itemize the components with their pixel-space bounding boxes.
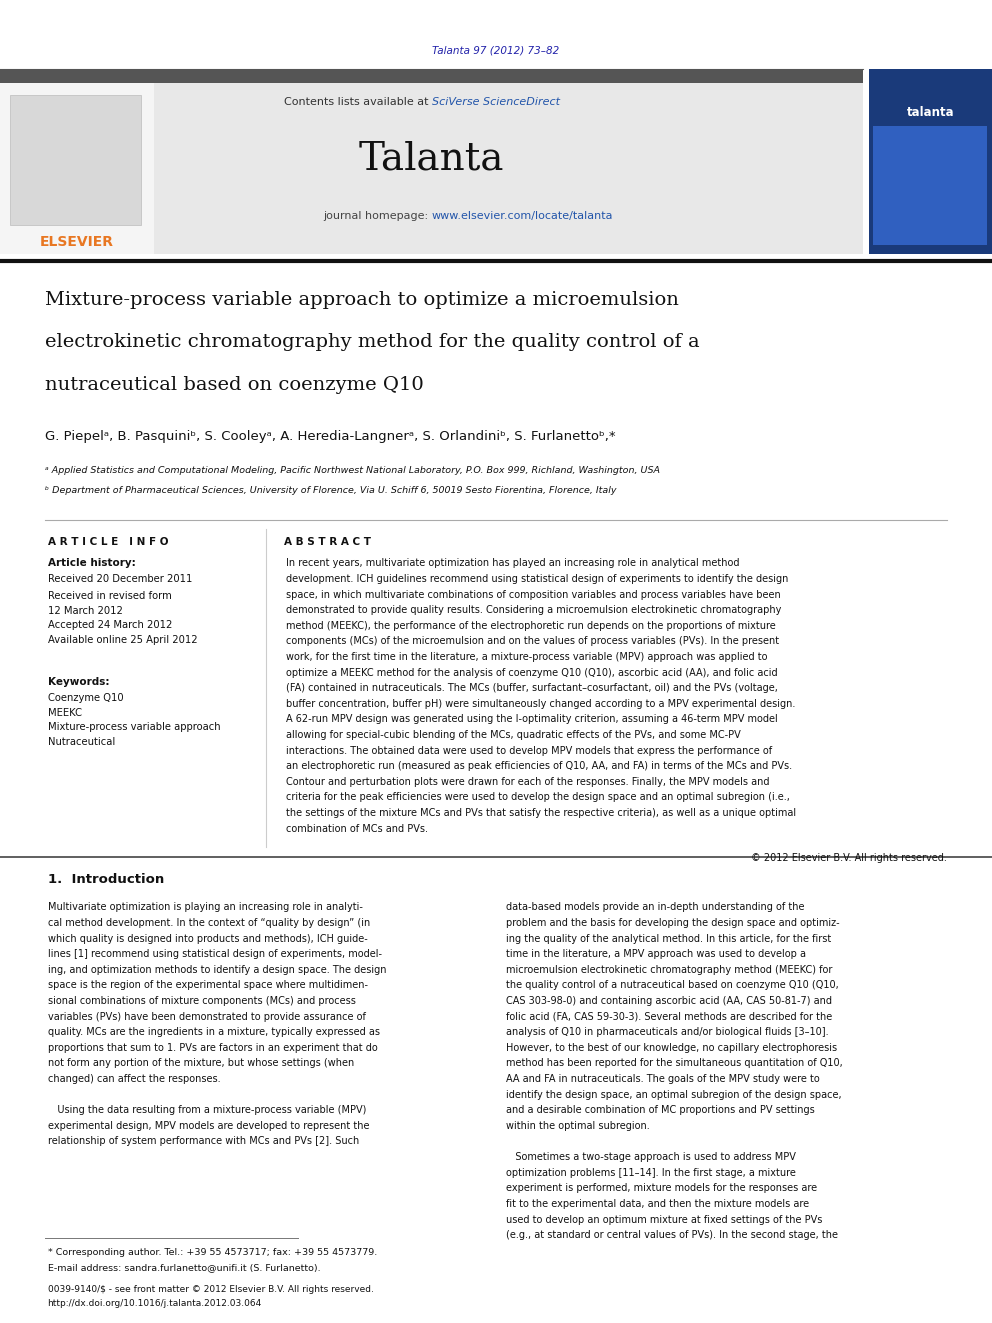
- Text: * Corresponding author. Tel.: +39 55 4573717; fax: +39 55 4573779.: * Corresponding author. Tel.: +39 55 457…: [48, 1248, 377, 1257]
- Text: time in the literature, a MPV approach was used to develop a: time in the literature, a MPV approach w…: [506, 949, 806, 959]
- Text: (e.g., at standard or central values of PVs). In the second stage, the: (e.g., at standard or central values of …: [506, 1230, 838, 1240]
- Text: CAS 303-98-0) and containing ascorbic acid (AA, CAS 50-81-7) and: CAS 303-98-0) and containing ascorbic ac…: [506, 996, 832, 1005]
- Text: Mixture-process variable approach: Mixture-process variable approach: [48, 722, 220, 733]
- Text: proportions that sum to 1. PVs are factors in an experiment that do: proportions that sum to 1. PVs are facto…: [48, 1043, 377, 1053]
- Text: analysis of Q10 in pharmaceuticals and/or biological fluids [3–10].: analysis of Q10 in pharmaceuticals and/o…: [506, 1027, 828, 1037]
- Text: SciVerse ScienceDirect: SciVerse ScienceDirect: [432, 97, 559, 107]
- Text: 1.  Introduction: 1. Introduction: [48, 873, 164, 886]
- Text: work, for the first time in the literature, a mixture-process variable (MPV) app: work, for the first time in the literatu…: [286, 652, 767, 662]
- Text: Accepted 24 March 2012: Accepted 24 March 2012: [48, 620, 172, 631]
- Text: MEEKC: MEEKC: [48, 708, 81, 718]
- Text: experimental design, MPV models are developed to represent the: experimental design, MPV models are deve…: [48, 1121, 369, 1131]
- Text: method (MEEKC), the performance of the electrophoretic run depends on the propor: method (MEEKC), the performance of the e…: [286, 620, 776, 631]
- Text: microemulsion electrokinetic chromatography method (MEEKC) for: microemulsion electrokinetic chromatogra…: [506, 964, 832, 975]
- Text: and a desirable combination of MC proportions and PV settings: and a desirable combination of MC propor…: [506, 1105, 814, 1115]
- Text: buffer concentration, buffer pH) were simultaneously changed according to a MPV : buffer concentration, buffer pH) were si…: [286, 699, 795, 709]
- Text: the settings of the mixture MCs and PVs that satisfy the respective criteria), a: the settings of the mixture MCs and PVs …: [286, 808, 796, 818]
- Text: AA and FA in nutraceuticals. The goals of the MPV study were to: AA and FA in nutraceuticals. The goals o…: [506, 1074, 819, 1084]
- Text: demonstrated to provide quality results. Considering a microemulsion electrokine: demonstrated to provide quality results.…: [286, 605, 781, 615]
- Text: 0039-9140/$ - see front matter © 2012 Elsevier B.V. All rights reserved.: 0039-9140/$ - see front matter © 2012 El…: [48, 1285, 374, 1294]
- Text: ELSEVIER: ELSEVIER: [40, 235, 113, 249]
- Text: www.elsevier.com/locate/talanta: www.elsevier.com/locate/talanta: [432, 210, 613, 221]
- Text: nutraceutical based on coenzyme Q10: nutraceutical based on coenzyme Q10: [45, 376, 424, 394]
- Text: cal method development. In the context of “quality by design” (in: cal method development. In the context o…: [48, 918, 370, 927]
- Text: method has been reported for the simultaneous quantitation of Q10,: method has been reported for the simulta…: [506, 1058, 842, 1069]
- Text: which quality is designed into products and methods), ICH guide-: which quality is designed into products …: [48, 934, 367, 943]
- Text: Talanta 97 (2012) 73–82: Talanta 97 (2012) 73–82: [433, 45, 559, 56]
- Bar: [873, 126, 987, 245]
- Text: ing the quality of the analytical method. In this article, for the first: ing the quality of the analytical method…: [506, 934, 831, 943]
- Text: Coenzyme Q10: Coenzyme Q10: [48, 693, 123, 704]
- Text: Multivariate optimization is playing an increasing role in analyti-: Multivariate optimization is playing an …: [48, 902, 362, 913]
- Text: Available online 25 April 2012: Available online 25 April 2012: [48, 635, 197, 646]
- Text: Nutraceutical: Nutraceutical: [48, 737, 115, 747]
- Text: Talanta: Talanta: [359, 140, 504, 177]
- Text: experiment is performed, mixture models for the responses are: experiment is performed, mixture models …: [506, 1183, 817, 1193]
- Text: the quality control of a nutraceutical based on coenzyme Q10 (Q10,: the quality control of a nutraceutical b…: [506, 980, 838, 991]
- Text: criteria for the peak efficiencies were used to develop the design space and an : criteria for the peak efficiencies were …: [286, 792, 790, 803]
- Text: E-mail address: sandra.furlanetto@unifi.it (S. Furlanetto).: E-mail address: sandra.furlanetto@unifi.…: [48, 1263, 320, 1273]
- Text: identify the design space, an optimal subregion of the design space,: identify the design space, an optimal su…: [506, 1090, 841, 1099]
- Text: folic acid (FA, CAS 59-30-3). Several methods are described for the: folic acid (FA, CAS 59-30-3). Several me…: [506, 1012, 832, 1021]
- Text: 12 March 2012: 12 March 2012: [48, 606, 122, 617]
- Text: used to develop an optimum mixture at fixed settings of the PVs: used to develop an optimum mixture at fi…: [506, 1215, 822, 1225]
- Text: allowing for special-cubic blending of the MCs, quadratic effects of the PVs, an: allowing for special-cubic blending of t…: [286, 730, 740, 740]
- Text: ing, and optimization methods to identify a design space. The design: ing, and optimization methods to identif…: [48, 964, 386, 975]
- Text: lines [1] recommend using statistical design of experiments, model-: lines [1] recommend using statistical de…: [48, 949, 382, 959]
- Text: A 62-run MPV design was generated using the I-optimality criterion, assuming a 4: A 62-run MPV design was generated using …: [286, 714, 778, 725]
- Text: ᵇ Department of Pharmaceutical Sciences, University of Florence, Via U. Schiff 6: ᵇ Department of Pharmaceutical Sciences,…: [45, 486, 616, 495]
- Text: (FA) contained in nutraceuticals. The MCs (buffer, surfactant–cosurfactant, oil): (FA) contained in nutraceuticals. The MC…: [286, 683, 778, 693]
- Text: relationship of system performance with MCs and PVs [2]. Such: relationship of system performance with …: [48, 1136, 359, 1147]
- Text: changed) can affect the responses.: changed) can affect the responses.: [48, 1074, 220, 1084]
- Bar: [10, 95, 141, 225]
- Text: components (MCs) of the microemulsion and on the values of process variables (PV: components (MCs) of the microemulsion an…: [286, 636, 779, 647]
- Bar: [0, 69, 863, 254]
- Text: Article history:: Article history:: [48, 558, 135, 569]
- Text: development. ICH guidelines recommend using statistical design of experiments to: development. ICH guidelines recommend us…: [286, 574, 788, 583]
- Text: optimize a MEEKC method for the analysis of coenzyme Q10 (Q10), ascorbic acid (A: optimize a MEEKC method for the analysis…: [286, 668, 778, 677]
- Text: variables (PVs) have been demonstrated to provide assurance of: variables (PVs) have been demonstrated t…: [48, 1012, 365, 1021]
- Text: journal homepage:: journal homepage:: [322, 210, 432, 221]
- Text: fit to the experimental data, and then the mixture models are: fit to the experimental data, and then t…: [506, 1199, 809, 1209]
- Text: However, to the best of our knowledge, no capillary electrophoresis: However, to the best of our knowledge, n…: [506, 1043, 837, 1053]
- Text: A B S T R A C T: A B S T R A C T: [284, 537, 371, 548]
- Text: combination of MCs and PVs.: combination of MCs and PVs.: [286, 824, 428, 833]
- Text: http://dx.doi.org/10.1016/j.talanta.2012.03.064: http://dx.doi.org/10.1016/j.talanta.2012…: [48, 1299, 262, 1308]
- Text: not form any portion of the mixture, but whose settings (when: not form any portion of the mixture, but…: [48, 1058, 354, 1069]
- Text: electrokinetic chromatography method for the quality control of a: electrokinetic chromatography method for…: [45, 333, 699, 352]
- Text: ᵃ Applied Statistics and Computational Modeling, Pacific Northwest National Labo: ᵃ Applied Statistics and Computational M…: [45, 466, 660, 475]
- Text: In recent years, multivariate optimization has played an increasing role in anal: In recent years, multivariate optimizati…: [286, 558, 739, 569]
- Text: an electrophoretic run (measured as peak efficiencies of Q10, AA, and FA) in ter: an electrophoretic run (measured as peak…: [286, 761, 792, 771]
- Text: optimization problems [11–14]. In the first stage, a mixture: optimization problems [11–14]. In the fi…: [506, 1168, 796, 1177]
- Text: Contour and perturbation plots were drawn for each of the responses. Finally, th: Contour and perturbation plots were draw…: [286, 777, 769, 787]
- Text: Received 20 December 2011: Received 20 December 2011: [48, 574, 192, 585]
- Text: Using the data resulting from a mixture-process variable (MPV): Using the data resulting from a mixture-…: [48, 1105, 366, 1115]
- Bar: [0, 69, 863, 83]
- Text: Keywords:: Keywords:: [48, 677, 109, 688]
- Text: space is the region of the experimental space where multidimen-: space is the region of the experimental …: [48, 980, 368, 991]
- Text: A R T I C L E   I N F O: A R T I C L E I N F O: [48, 537, 168, 548]
- Bar: [869, 69, 992, 254]
- Text: G. Piepelᵃ, B. Pasquiniᵇ, S. Cooleyᵃ, A. Heredia-Langnerᵃ, S. Orlandiniᵇ, S. Fur: G. Piepelᵃ, B. Pasquiniᵇ, S. Cooleyᵃ, A.…: [45, 430, 615, 443]
- Text: Received in revised form: Received in revised form: [48, 591, 172, 602]
- Text: interactions. The obtained data were used to develop MPV models that express the: interactions. The obtained data were use…: [286, 746, 772, 755]
- Text: Mixture-process variable approach to optimize a microemulsion: Mixture-process variable approach to opt…: [45, 291, 679, 310]
- Text: data-based models provide an in-depth understanding of the: data-based models provide an in-depth un…: [506, 902, 805, 913]
- Text: problem and the basis for developing the design space and optimiz-: problem and the basis for developing the…: [506, 918, 839, 927]
- Text: © 2012 Elsevier B.V. All rights reserved.: © 2012 Elsevier B.V. All rights reserved…: [752, 852, 947, 863]
- Text: Contents lists available at: Contents lists available at: [284, 97, 432, 107]
- Text: quality. MCs are the ingredients in a mixture, typically expressed as: quality. MCs are the ingredients in a mi…: [48, 1027, 380, 1037]
- Text: space, in which multivariate combinations of composition variables and process v: space, in which multivariate combination…: [286, 590, 781, 599]
- Text: talanta: talanta: [907, 106, 954, 119]
- Bar: [0, 83, 154, 254]
- Text: Sometimes a two-stage approach is used to address MPV: Sometimes a two-stage approach is used t…: [506, 1152, 796, 1162]
- Text: within the optimal subregion.: within the optimal subregion.: [506, 1121, 650, 1131]
- Text: sional combinations of mixture components (MCs) and process: sional combinations of mixture component…: [48, 996, 355, 1005]
